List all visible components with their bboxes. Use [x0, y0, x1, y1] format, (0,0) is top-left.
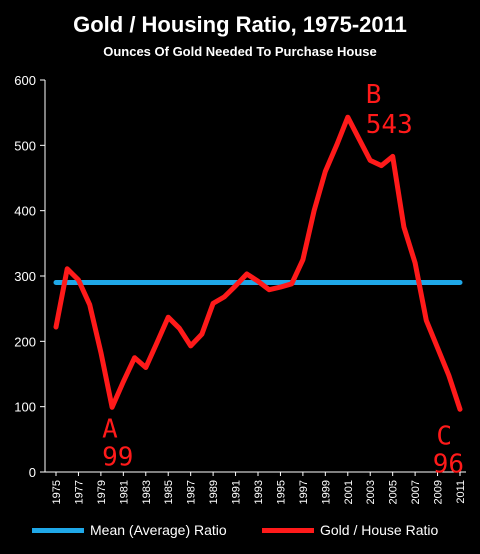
x-tick-label: 2009 — [433, 480, 445, 504]
y-tick-label: 100 — [14, 400, 36, 415]
annotation-value: 99 — [102, 442, 133, 472]
legend-swatch-mean — [32, 528, 84, 533]
annotation-letter: B — [366, 80, 382, 110]
annotation-value: 543 — [366, 110, 413, 140]
chart-subtitle: Ounces Of Gold Needed To Purchase House — [103, 44, 377, 59]
x-tick-label: 1991 — [231, 480, 243, 504]
x-tick-label: 1997 — [298, 480, 310, 504]
gold-house-ratio-line — [53, 114, 463, 412]
x-tick-label: 2005 — [388, 480, 400, 504]
x-tick-label: 1979 — [96, 480, 108, 504]
x-tick-label: 1993 — [253, 480, 265, 504]
y-tick-label: 600 — [14, 73, 36, 88]
x-tick-label: 1995 — [275, 480, 287, 504]
y-tick-label: 0 — [29, 465, 36, 480]
legend: Mean (Average) Ratio Gold / House Ratio — [32, 522, 438, 538]
x-tick-label: 1999 — [320, 480, 332, 504]
x-tick-label: 1975 — [51, 480, 63, 504]
y-tick-label: 400 — [14, 204, 36, 219]
annotation-letter: A — [102, 414, 118, 444]
annotation-letter: C — [436, 421, 452, 451]
legend-label-mean: Mean (Average) Ratio — [90, 522, 227, 538]
x-tick-label: 1981 — [118, 480, 130, 504]
x-tick-label: 1977 — [73, 480, 85, 504]
x-tick-label: 1987 — [186, 480, 198, 504]
series-layer — [53, 114, 463, 412]
chart-title: Gold / Housing Ratio, 1975-2011 — [73, 12, 407, 37]
x-tick-label: 2007 — [410, 480, 422, 504]
y-tick-label: 200 — [14, 334, 36, 349]
x-axis: 1975 1977 1979 1981 1983 1985 1987 1989 1991 1993… — [45, 471, 467, 504]
x-tick-label: 1983 — [141, 480, 153, 504]
legend-label-gold-house: Gold / House Ratio — [320, 522, 438, 538]
x-tick-label: 2011 — [455, 480, 467, 504]
annotation-value: 96 — [433, 449, 464, 479]
x-tick-label: 2001 — [343, 480, 355, 504]
x-tick-label: 2003 — [365, 480, 377, 504]
y-axis: 0 100 200 300 400 500 600 — [14, 73, 46, 480]
x-tick-label: 1985 — [163, 480, 175, 504]
legend-swatch-gold-house — [262, 528, 314, 533]
y-tick-label: 500 — [14, 138, 36, 153]
x-tick-label: 1989 — [208, 480, 220, 504]
y-tick-label: 300 — [14, 269, 36, 284]
